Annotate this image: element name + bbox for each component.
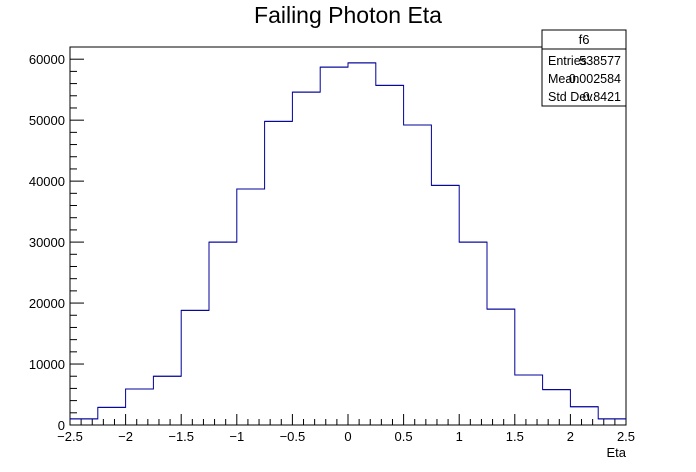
stats-box-name: f6 <box>579 32 590 47</box>
histogram-series <box>70 62 626 420</box>
y-tick-label: 0 <box>58 418 65 433</box>
stats-stddev-label: Std Dev <box>548 90 593 104</box>
x-tick-label: 1.5 <box>506 429 524 444</box>
y-tick-label: 40000 <box>29 174 65 189</box>
stats-box-frame <box>541 29 627 107</box>
stats-entries-value: 538577 <box>579 54 621 68</box>
x-tick-label: −1.5 <box>168 429 194 444</box>
stats-stddev-value: 0.8421 <box>583 90 621 104</box>
x-tick-label: −0.5 <box>280 429 306 444</box>
y-tick-label: 60000 <box>29 52 65 67</box>
x-axis: −2.5 −2 −1.5 −1 −0.5 0 0.5 1 1.5 2 2.5 <box>57 414 635 444</box>
histogram-line <box>70 62 626 420</box>
x-tick-label: 2.5 <box>617 429 635 444</box>
x-tick-label: 2 <box>567 429 574 444</box>
y-tick-label: 50000 <box>29 113 65 128</box>
x-tick-label: −2 <box>118 429 133 444</box>
x-tick-label: 1 <box>456 429 463 444</box>
x-tick-label: −1 <box>229 429 244 444</box>
stats-mean-label: Mean <box>548 72 579 86</box>
x-tick-label: 0 <box>344 429 351 444</box>
stats-entries-label: Entries <box>548 54 587 68</box>
x-tick-label: 0.5 <box>395 429 413 444</box>
y-tick-label: 10000 <box>29 357 65 372</box>
y-tick-label: 30000 <box>29 235 65 250</box>
stats-mean-value: 0.002584 <box>569 72 621 86</box>
x-tick-label: −2.5 <box>57 429 83 444</box>
stats-box: f6 Entries 538577 Mean 0.002584 Std Dev … <box>541 29 627 107</box>
x-axis-label: Eta <box>606 445 626 460</box>
y-axis: 0 10000 20000 30000 40000 50000 60000 <box>29 46 84 433</box>
chart-title: Failing Photon Eta <box>254 2 442 28</box>
y-tick-label: 20000 <box>29 296 65 311</box>
